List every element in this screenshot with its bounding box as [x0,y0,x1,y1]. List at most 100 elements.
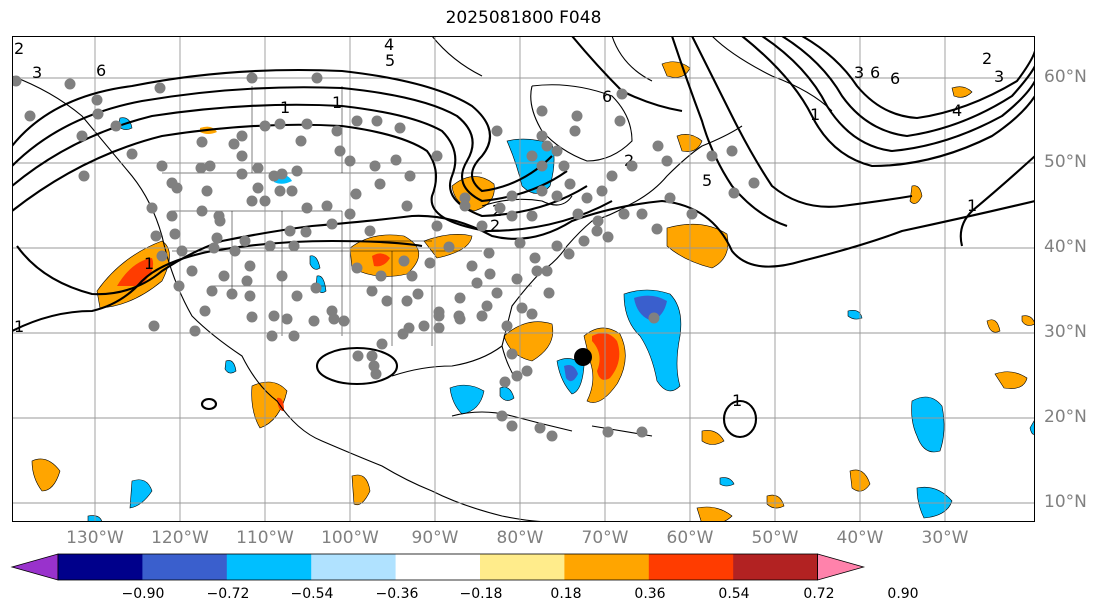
station-marker [246,72,258,84]
station-marker [726,145,738,157]
station-marker [596,185,608,197]
station-marker [433,322,445,334]
station-marker [201,185,213,197]
station-marker [334,145,346,157]
station-marker [274,118,286,130]
station-marker [491,125,503,137]
contour-label: 3 [854,63,864,82]
station-marker [454,313,466,325]
station-marker [286,185,298,197]
contour-label: 1 [332,93,342,112]
station-marker [295,135,307,147]
colorbar-tick-label: −0.18 [459,586,503,602]
lat-label: 30°N [1044,322,1087,342]
station-marker [308,315,320,327]
station-marker [564,178,576,190]
colorbar-cell [142,554,228,580]
colorbar-tick-label: 0.54 [718,586,750,602]
station-marker [401,295,413,307]
station-marker [602,231,614,243]
station-marker [246,311,258,323]
contour-label: 1 [280,98,290,117]
station-marker [148,320,160,332]
colorbar-tick-label: −0.36 [375,586,419,602]
station-marker [326,218,338,230]
station-marker [92,108,104,120]
station-marker [264,240,276,252]
colorbar-cell [395,554,481,580]
contour-label: 2 [982,49,992,68]
weather-map: 2 3 6 5 1 6 2 1 2 5 4 6 3 2 1 1 1 1 4 3 … [12,36,1035,522]
colorbar-tick-label: −0.72 [206,586,250,602]
colorbar-extend-max [817,553,866,581]
station-marker [454,292,466,304]
station-marker [196,136,208,148]
station-marker [351,262,363,274]
station-marker [236,130,248,142]
lat-label: 50°N [1044,152,1087,172]
contour-label: 6 [870,63,880,82]
station-marker [398,255,410,267]
contour-label: 4 [952,101,962,120]
station-marker [484,268,496,280]
station-marker [276,270,288,282]
lon-label: 100°W [321,528,379,548]
station-marker [652,140,664,152]
station-marker [536,105,548,117]
station-marker [433,310,445,322]
station-marker [506,348,518,360]
coastlines [12,36,833,522]
station-marker [236,150,248,162]
station-marker [394,122,406,134]
station-marker [252,162,264,174]
station-marker [404,170,416,182]
station-marker [321,200,333,212]
station-marker [239,235,251,247]
colorbar-cell [564,554,650,580]
station-marker [288,240,300,252]
station-marker [176,245,188,257]
station-marker [521,365,533,377]
station-marker [558,160,570,172]
colorbar-cell [311,554,397,580]
station-marker [496,410,508,422]
contour-label: 3 [32,63,42,82]
station-marker [376,338,388,350]
station-marker [344,155,356,167]
station-marker [476,220,488,232]
station-marker [301,118,313,130]
station-marker [546,430,558,442]
station-marker [244,290,256,302]
contour-label: 2 [490,216,500,235]
station-marker [284,225,296,237]
contour-label: 4 [384,36,394,54]
station-marker [602,426,614,438]
station-marker [406,270,418,282]
station-marker [636,426,648,438]
station-marker [206,285,218,297]
station-marker [328,313,340,325]
station-marker [352,350,364,362]
colorbar [10,553,866,581]
station-marker [370,368,382,380]
colorbar-tick-label: 0.72 [803,586,835,602]
station-marker [614,115,626,127]
station-marker [169,228,181,240]
station-marker [166,210,178,222]
colorbar-extend-min [10,553,59,581]
contour-label: 1 [144,254,154,273]
station-marker [91,94,103,106]
lat-label: 20°N [1044,407,1087,427]
station-marker [499,376,511,388]
contour-label: 2 [624,151,634,170]
station-marker [578,235,590,247]
station-marker [459,192,471,204]
lon-label: 50°W [751,528,799,548]
station-marker [266,330,278,342]
station-marker [494,202,506,214]
lon-label: 60°W [666,528,714,548]
colorbar-tick-label: 0.36 [634,586,666,602]
station-marker [526,308,538,320]
station-marker [483,247,495,259]
station-marker [189,325,201,337]
